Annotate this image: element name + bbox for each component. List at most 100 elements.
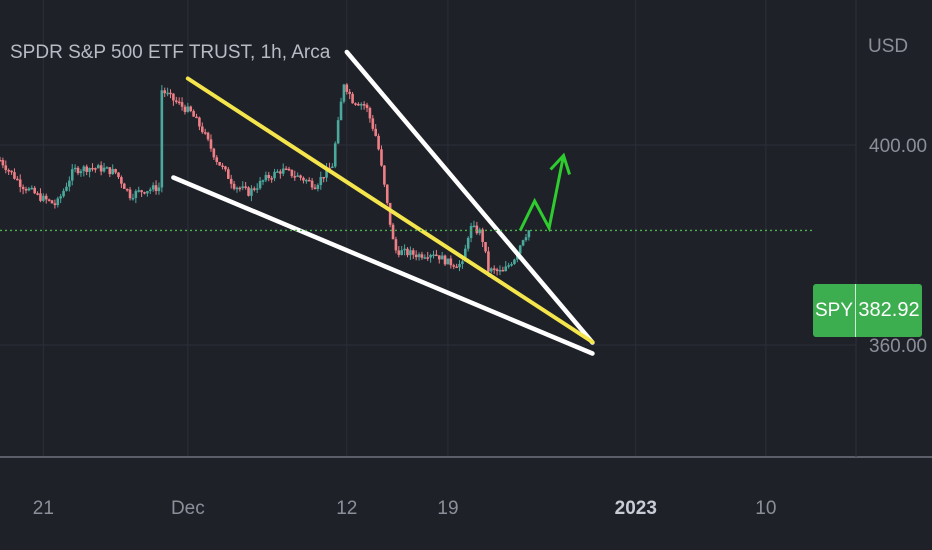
candle-body — [244, 186, 247, 188]
candle-body — [490, 268, 493, 272]
candle-body — [484, 242, 487, 252]
candle-body — [281, 168, 285, 174]
candle-body — [345, 84, 349, 92]
candle-body — [368, 107, 372, 119]
candle-body — [24, 188, 28, 191]
candle-body — [195, 116, 198, 119]
candle-body — [16, 178, 19, 181]
candle-body — [319, 176, 323, 185]
candle-body — [279, 171, 282, 174]
candle-body — [88, 167, 91, 172]
candle-body — [371, 118, 375, 129]
candle-body — [140, 190, 143, 193]
candle-body — [518, 245, 522, 254]
candle-body — [365, 104, 369, 108]
candle-body — [201, 126, 204, 133]
candle-body — [469, 226, 473, 238]
candle-body — [331, 166, 334, 169]
candle-body — [229, 178, 233, 184]
candle-body — [0, 160, 2, 162]
candle-body — [114, 168, 117, 173]
candle-body — [307, 179, 311, 182]
candle-body — [313, 187, 317, 189]
candle-body — [91, 167, 94, 170]
candle-body — [79, 171, 83, 174]
candle-body — [394, 239, 398, 251]
time-axis-ticks: 21 Dec 12 19 2023 10 — [33, 498, 777, 519]
candle-body — [351, 93, 354, 104]
candle-body — [137, 190, 141, 192]
candle-body — [166, 92, 169, 95]
candle-body — [290, 169, 294, 177]
candle-body — [339, 101, 343, 121]
candle-body — [227, 169, 230, 179]
candle-body — [391, 224, 395, 240]
candle-body — [510, 264, 513, 266]
candle-body — [154, 185, 158, 192]
candle-body — [76, 167, 80, 174]
candle-body — [380, 149, 383, 166]
candle-body — [177, 101, 181, 104]
candle-body — [472, 225, 476, 228]
candle-body — [377, 135, 380, 150]
candle-body — [437, 255, 441, 260]
middle-trend-line — [185, 76, 595, 344]
candle-body — [247, 187, 250, 196]
candle-body — [10, 170, 13, 173]
candle-body — [299, 175, 302, 178]
candle-body — [218, 161, 221, 166]
trend-drawings — [171, 49, 595, 356]
candle-body — [255, 188, 259, 190]
candle-body — [192, 111, 195, 117]
candle-body — [336, 120, 340, 144]
candle-body — [151, 185, 155, 190]
candle-body — [414, 254, 418, 258]
candle-body — [117, 172, 120, 178]
candle-body — [36, 193, 39, 195]
candle-body — [148, 189, 152, 192]
candle-body — [131, 197, 135, 200]
candle-body — [105, 167, 109, 169]
candle-body — [264, 174, 268, 181]
price-tick-label: 400.00 — [869, 136, 927, 157]
candle-body — [316, 184, 320, 189]
candle-body — [452, 265, 456, 267]
candle-body — [310, 180, 314, 188]
candle-body — [492, 268, 496, 270]
candle-body — [189, 106, 193, 112]
last-price-value: 382.92 — [858, 299, 920, 321]
candle-body — [172, 93, 175, 101]
candle-body — [122, 183, 126, 189]
candle-body — [501, 269, 505, 272]
candle-body — [359, 104, 363, 106]
candle-body — [374, 128, 377, 136]
price-axis-ticks: 400.00 360.00 — [869, 136, 927, 357]
candle-body — [215, 157, 219, 162]
candle-body — [495, 269, 499, 272]
candle-body — [203, 132, 207, 134]
candle-body — [169, 92, 172, 95]
candle-body — [134, 191, 138, 198]
candle-body — [53, 203, 57, 206]
candle-body — [160, 90, 164, 188]
candle-body — [111, 168, 115, 175]
candle-body — [305, 179, 308, 182]
candle-body — [388, 202, 392, 225]
candle-body — [62, 190, 65, 197]
candle-body — [82, 166, 86, 172]
candle-body — [73, 167, 77, 170]
candle-body — [94, 168, 97, 170]
lower-support-line — [171, 175, 595, 356]
candle-body — [440, 255, 444, 260]
candle-body — [96, 165, 100, 169]
candle-body — [221, 165, 224, 168]
candle-body — [420, 254, 424, 258]
candle-body — [432, 254, 435, 257]
projection-arrowhead — [549, 152, 571, 175]
candle-body — [232, 183, 236, 189]
candle-body — [4, 165, 8, 171]
time-tick-label: 21 — [33, 498, 54, 519]
candle-body — [385, 184, 389, 203]
candle-body — [429, 255, 432, 258]
